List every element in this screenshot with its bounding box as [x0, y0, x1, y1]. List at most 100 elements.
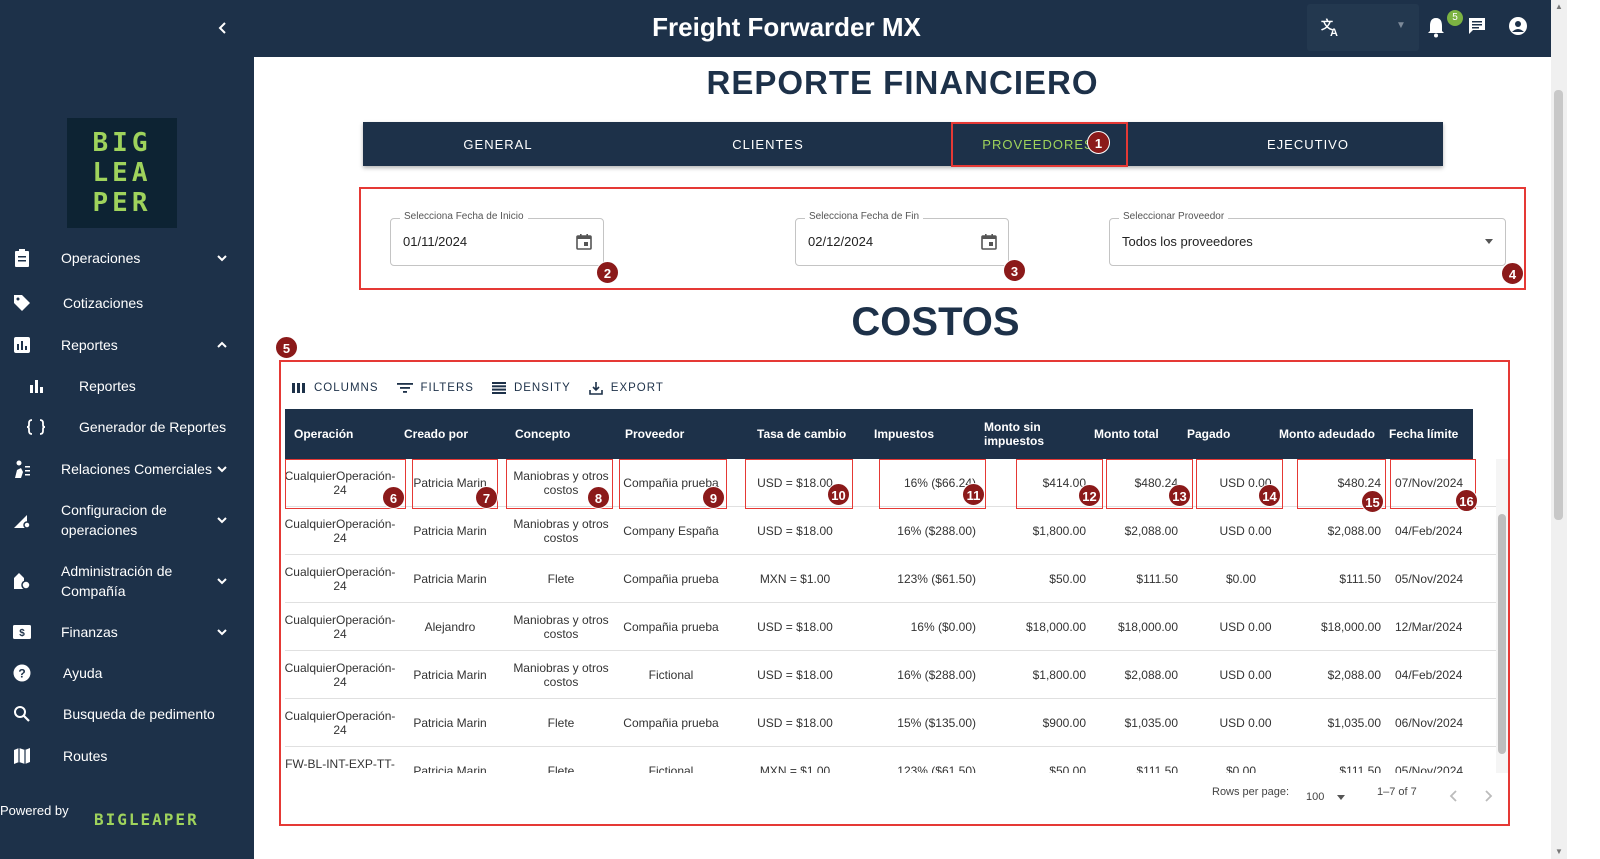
scrollbar-thumb[interactable]: [1498, 514, 1506, 754]
cell-monto-adeudado: $1,035.00: [1327, 716, 1381, 730]
cell-monto-sin-impuestos: $414.00: [1042, 476, 1086, 490]
sidebar-item-ayuda[interactable]: ? Ayuda: [0, 663, 254, 683]
sidebar-subitem-generador[interactable]: Generador de Reportes: [0, 417, 254, 437]
tab-general[interactable]: GENERAL: [463, 136, 533, 152]
column-header-tasa-de-cambio[interactable]: Tasa de cambio: [757, 427, 847, 441]
report-tabs: GENERAL CLIENTES PROVEEDORES EJECUTIVO: [363, 122, 1443, 166]
sidebar-item-label: Routes: [63, 748, 108, 764]
sidebar-item-label: Configuracion de operaciones: [61, 502, 167, 538]
start-date-label: Selecciona Fecha de Inicio: [400, 211, 528, 222]
collapse-sidebar-icon[interactable]: [213, 18, 233, 38]
cell-pagado: USD 0.00: [1219, 668, 1272, 682]
column-header-impuestos[interactable]: Impuestos: [874, 427, 935, 441]
scrollbar-thumb[interactable]: [1554, 90, 1563, 520]
next-page-button[interactable]: [1482, 789, 1494, 806]
tab-clientes[interactable]: CLIENTES: [732, 136, 804, 152]
annotation-badge: 2: [596, 261, 619, 284]
table-row[interactable]: CualquierOperación-24 Patricia Marin Fle…: [285, 555, 1496, 603]
cell-creado-por: Patricia Marin: [413, 764, 487, 773]
cell-monto-total: $111.50: [1136, 764, 1178, 773]
clipboard-icon: [12, 248, 32, 268]
brackets-icon: [26, 417, 46, 437]
end-date-field[interactable]: Selecciona Fecha de Fin 02/12/2024: [795, 211, 1009, 266]
annotation-badge: 8: [587, 486, 610, 509]
sidebar-item-administracion[interactable]: Administración de Compañía: [0, 561, 254, 601]
column-header-concepto[interactable]: Concepto: [515, 427, 571, 441]
cell-fecha-limite: 04/Feb/2024: [1395, 524, 1463, 538]
table-row[interactable]: CualquierOperación-24 Alejandro Maniobra…: [285, 603, 1496, 651]
sidebar-item-reportes[interactable]: Reportes: [0, 335, 254, 355]
cell-monto-total: $111.50: [1136, 572, 1178, 586]
column-header-proveedor[interactable]: Proveedor: [625, 427, 685, 441]
sidebar-subitem-reportes[interactable]: Reportes: [0, 376, 254, 396]
provider-select[interactable]: Seleccionar Proveedor Todos los proveedo…: [1109, 211, 1506, 266]
column-header-fecha-limite[interactable]: Fecha límite: [1389, 427, 1459, 441]
sidebar-item-operaciones[interactable]: Operaciones: [0, 248, 254, 268]
sidebar-item-cotizaciones[interactable]: Cotizaciones: [0, 293, 254, 313]
costs-title: COSTOS: [851, 300, 1020, 344]
scroll-up-arrow[interactable]: ▲: [1555, 2, 1563, 11]
language-selector[interactable]: [1307, 4, 1419, 51]
account-icon[interactable]: [1508, 16, 1530, 38]
filters-button[interactable]: FILTERS: [396, 382, 474, 394]
table-row[interactable]: CualquierOperación-24 Patricia Marin Man…: [285, 651, 1496, 699]
cell-fecha-limite: 12/Mar/2024: [1395, 620, 1463, 634]
cell-monto-adeudado: $111.50: [1339, 764, 1381, 773]
sidebar-item-configuracion[interactable]: Configuracion de operaciones: [0, 500, 254, 540]
table-row[interactable]: FW-BL-INT-EXP-TT-2041 Patricia Marin Fle…: [285, 747, 1496, 773]
sidebar-item-busqueda[interactable]: Busqueda de pedimento: [0, 704, 254, 724]
column-header-monto-sin-impuestos[interactable]: Monto sin impuestos: [984, 420, 1045, 448]
page-scrollbar[interactable]: ▲ ▼: [1551, 0, 1567, 859]
previous-page-button[interactable]: [1448, 789, 1460, 806]
annotation-badge: 5: [275, 336, 298, 359]
calendar-icon[interactable]: [980, 233, 998, 251]
sidebar-item-routes[interactable]: Routes: [0, 746, 254, 766]
caret-down-icon: ▼: [1396, 20, 1406, 31]
column-header-creado-por[interactable]: Creado por: [404, 427, 469, 441]
rows-per-page-select[interactable]: 100: [1306, 791, 1346, 803]
cell-concepto: Flete: [547, 572, 575, 586]
cell-monto-sin-impuestos: $50.00: [1049, 764, 1086, 773]
tab-proveedores[interactable]: PROVEEDORES: [982, 136, 1094, 152]
column-header-monto-adeudado[interactable]: Monto adeudado: [1279, 427, 1375, 441]
sidebar: BIG LEA PER Operaciones Cotizaciones Rep…: [0, 0, 254, 859]
settings-ruler-icon: [12, 510, 32, 530]
svg-text:A: A: [1330, 27, 1338, 38]
chevron-up-icon: [215, 338, 229, 352]
cell-tasa-de-cambio: USD = $18.00: [757, 668, 833, 682]
cell-creado-por: Patricia Marin: [413, 524, 487, 538]
column-header-pagado[interactable]: Pagado: [1187, 427, 1231, 441]
cell-creado-por: Patricia Marin: [413, 716, 487, 730]
tab-ejecutivo[interactable]: EJECUTIVO: [1267, 136, 1349, 152]
annotation-badge: 12: [1078, 484, 1101, 507]
cell-concepto: Flete: [547, 764, 575, 773]
sidebar-item-finanzas[interactable]: $ Finanzas: [0, 622, 254, 642]
table-row[interactable]: CualquierOperación-24 Patricia Marin Man…: [285, 507, 1496, 555]
annotation-badge: 11: [962, 483, 985, 506]
start-date-value: 01/11/2024: [403, 234, 468, 249]
cell-proveedor: Fictional: [648, 764, 694, 773]
density-button[interactable]: DENSITY: [491, 382, 571, 394]
export-button[interactable]: EXPORT: [588, 381, 664, 395]
cell-impuestos: 15% ($135.00): [897, 716, 976, 730]
scroll-down-arrow[interactable]: ▼: [1555, 847, 1563, 856]
table-row[interactable]: CualquierOperación-24 Patricia Marin Man…: [285, 459, 1496, 507]
cell-monto-adeudado: $18,000.00: [1320, 620, 1381, 634]
calendar-icon[interactable]: [575, 233, 593, 251]
annotation-badge: 15: [1361, 490, 1384, 513]
dropdown-arrow-icon: [1485, 239, 1493, 244]
cell-creado-por: Patricia Marin: [413, 572, 487, 586]
column-header-operacion[interactable]: Operación: [294, 427, 354, 441]
columns-button[interactable]: COLUMNS: [292, 382, 379, 394]
cell-monto-sin-impuestos: $900.00: [1042, 716, 1086, 730]
table-row[interactable]: CualquierOperación-24 Patricia Marin Fle…: [285, 699, 1496, 747]
table-scrollbar[interactable]: [1496, 459, 1508, 773]
cell-impuestos: 16% ($288.00): [897, 524, 976, 538]
sidebar-item-relaciones[interactable]: Relaciones Comerciales: [0, 459, 254, 479]
company-settings-icon: [12, 571, 32, 591]
column-header-monto-total[interactable]: Monto total: [1094, 427, 1159, 441]
bell-icon[interactable]: [1426, 16, 1448, 38]
chat-icon[interactable]: [1467, 16, 1489, 38]
start-date-field[interactable]: Selecciona Fecha de Inicio 01/11/2024: [390, 211, 604, 266]
